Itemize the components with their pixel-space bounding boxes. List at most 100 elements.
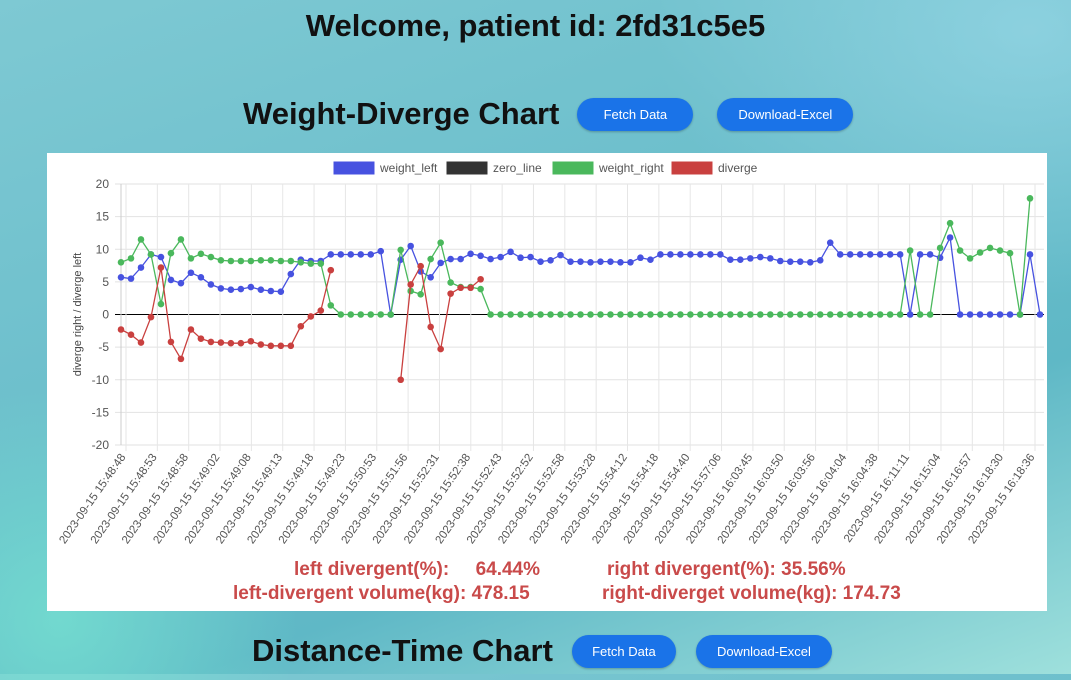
y-tick-label: -10 <box>92 373 110 387</box>
data-point-weight_right <box>147 251 155 258</box>
data-point-weight_right <box>697 311 704 318</box>
data-point-weight_right <box>557 311 564 318</box>
data-point-weight_right <box>796 311 804 318</box>
data-point-weight_right <box>677 311 684 318</box>
data-point-weight_right <box>627 311 634 318</box>
data-point-weight_left <box>367 251 375 258</box>
data-point-weight_left <box>207 281 215 288</box>
distance-fetch-data-button[interactable]: Fetch Data <box>571 634 676 668</box>
data-point-weight_right <box>766 311 774 318</box>
data-point-weight_right <box>277 257 285 265</box>
data-point-weight_right <box>876 311 884 318</box>
data-point-weight_right <box>866 311 874 318</box>
data-point-weight_left <box>796 258 804 265</box>
data-point-weight_right <box>727 311 734 318</box>
data-point-weight_left <box>247 283 255 291</box>
data-point-weight_right <box>137 236 145 243</box>
data-point-weight_right <box>757 311 764 318</box>
data-point-weight_left <box>427 274 434 281</box>
weight-download-excel-button[interactable]: Download-Excel <box>717 97 854 131</box>
data-point-weight_right <box>806 311 814 318</box>
data-point-weight_left <box>227 286 235 294</box>
data-point-diverge <box>247 337 255 345</box>
data-point-weight_left <box>577 258 584 265</box>
legend-swatch-weight_left <box>333 161 375 175</box>
data-point-weight_right <box>747 311 754 318</box>
y-tick-label: 5 <box>102 275 109 289</box>
data-point-weight_left <box>826 239 834 247</box>
data-point-weight_right <box>197 250 205 258</box>
data-point-diverge <box>127 331 135 339</box>
data-point-weight_right <box>157 300 165 308</box>
data-point-weight_right <box>1016 311 1024 318</box>
data-point-weight_left <box>547 257 554 264</box>
data-point-diverge <box>167 338 175 346</box>
data-point-weight_left <box>337 251 345 258</box>
y-tick-label: -5 <box>98 340 109 354</box>
data-point-weight_right <box>517 311 524 318</box>
data-point-weight_right <box>417 290 424 298</box>
data-point-weight_right <box>946 219 954 227</box>
data-point-weight_left <box>177 279 185 287</box>
data-point-weight_right <box>427 255 434 263</box>
data-point-weight_left <box>567 258 574 265</box>
data-point-weight_right <box>786 311 794 318</box>
data-point-diverge <box>217 339 225 346</box>
data-point-weight_right <box>836 311 844 318</box>
data-point-weight_right <box>487 311 494 318</box>
data-point-weight_right <box>167 249 175 257</box>
legend-label-zero_line: zero_line <box>493 161 542 175</box>
data-point-weight_left <box>357 251 365 258</box>
data-point-weight_right <box>257 257 265 264</box>
y-tick-label: 10 <box>96 242 110 256</box>
data-point-weight_left <box>846 251 854 258</box>
data-point-diverge <box>397 376 404 384</box>
data-point-weight_left <box>537 258 544 265</box>
data-point-diverge <box>237 339 245 347</box>
data-point-weight_right <box>127 255 135 262</box>
data-point-weight_right <box>826 311 834 318</box>
data-point-weight_right <box>1006 249 1014 257</box>
legend-label-weight_right: weight_right <box>598 161 664 175</box>
left-divergent-percent: left divergent(%): 64.44% <box>294 559 541 580</box>
data-point-weight_left <box>637 254 644 262</box>
data-point-weight_right <box>397 246 404 254</box>
data-point-weight_right <box>327 302 335 309</box>
data-point-weight_left <box>497 253 504 261</box>
data-point-diverge <box>227 339 235 347</box>
weight-section-header: Weight-Diverge Chart Fetch Data Download… <box>243 96 854 132</box>
data-point-diverge <box>147 313 155 321</box>
data-point-weight_left <box>966 311 974 318</box>
distance-download-excel-button[interactable]: Download-Excel <box>695 634 832 668</box>
data-point-weight_left <box>946 234 954 241</box>
weight-fetch-data-button[interactable]: Fetch Data <box>577 97 694 131</box>
data-point-weight_left <box>287 270 295 278</box>
data-point-weight_right <box>477 285 484 293</box>
data-point-weight_left <box>347 251 355 258</box>
data-point-diverge <box>287 342 295 350</box>
data-point-weight_right <box>587 311 594 318</box>
data-point-weight_right <box>387 311 395 318</box>
data-point-weight_left <box>277 288 285 295</box>
data-point-weight_left <box>687 251 694 258</box>
data-point-weight_left <box>986 311 994 318</box>
data-point-weight_right <box>986 244 994 252</box>
data-point-weight_right <box>267 257 275 264</box>
data-point-weight_right <box>187 255 195 262</box>
data-point-diverge <box>407 281 414 288</box>
data-point-weight_left <box>816 257 824 264</box>
data-point-weight_left <box>167 276 175 284</box>
weight-chart-title: Weight-Diverge Chart <box>243 96 560 131</box>
data-point-weight_left <box>437 259 444 267</box>
data-point-weight_right <box>547 311 554 318</box>
data-point-diverge <box>267 342 275 350</box>
data-point-weight_left <box>1006 311 1014 318</box>
right-divergent-volume: right-diverget volume(kg): 174.73 <box>602 583 901 604</box>
data-point-weight_left <box>257 286 265 294</box>
data-point-weight_left <box>557 251 564 259</box>
data-point-diverge <box>307 313 315 320</box>
data-point-weight_left <box>697 251 704 258</box>
data-point-weight_right <box>896 311 904 318</box>
legend-swatch-weight_right <box>552 161 594 175</box>
